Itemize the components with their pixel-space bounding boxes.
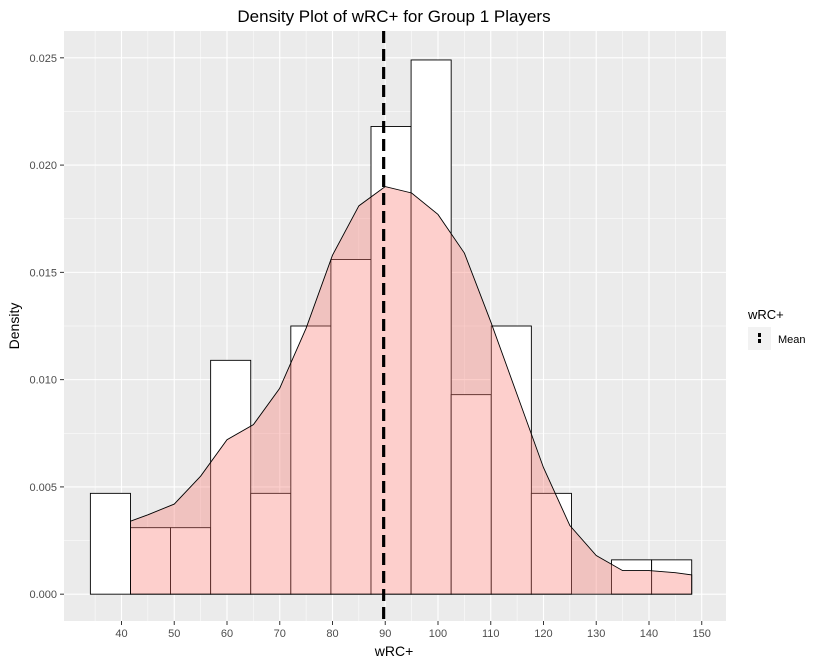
histogram-bar <box>89 492 131 595</box>
x-axis-label: wRC+ <box>374 643 414 659</box>
x-tick-label: 40 <box>115 628 127 640</box>
y-axis-label: Density <box>6 303 22 350</box>
histogram-bar <box>450 394 492 595</box>
histogram-bar <box>170 527 212 595</box>
x-tick-label: 80 <box>326 628 338 640</box>
x-tick-label: 130 <box>587 628 605 640</box>
legend-title: wRC+ <box>747 307 784 322</box>
x-tick-label: 100 <box>429 628 447 640</box>
x-axis-ticks: 40 50 60 70 80 90 100 110 120 130 140 150 <box>115 621 711 640</box>
legend-key <box>748 327 771 350</box>
density-curve <box>130 186 693 595</box>
x-tick-label: 50 <box>168 628 180 640</box>
y-axis-ticks: 0.000 0.005 0.010 0.015 0.020 0.025 <box>29 53 64 601</box>
y-tick-label: 0.015 <box>29 267 57 279</box>
histogram-bar <box>651 559 693 595</box>
x-tick-label: 90 <box>379 628 391 640</box>
histogram-bar <box>530 492 572 595</box>
histogram-bar <box>370 126 412 595</box>
y-tick-label: 0.000 <box>29 589 57 601</box>
histogram-bar <box>290 325 332 595</box>
histogram-bar <box>210 359 252 595</box>
y-tick-label: 0.020 <box>29 160 57 172</box>
legend-label-mean: Mean <box>778 334 806 346</box>
x-tick-label: 110 <box>482 628 500 640</box>
x-tick-label: 120 <box>534 628 552 640</box>
y-tick-label: 0.025 <box>29 53 57 65</box>
x-tick-label: 60 <box>221 628 233 640</box>
y-tick-label: 0.010 <box>29 375 57 387</box>
y-tick-label: 0.005 <box>29 482 57 494</box>
legend: wRC+ Mean <box>747 307 806 350</box>
x-tick-label: 140 <box>640 628 658 640</box>
histogram-bar <box>250 492 292 595</box>
x-tick-label: 150 <box>693 628 711 640</box>
x-tick-label: 70 <box>274 628 286 640</box>
histogram-bar <box>490 325 532 595</box>
histogram <box>89 59 693 595</box>
chart-title: Density Plot of wRC+ for Group 1 Players <box>237 7 550 26</box>
